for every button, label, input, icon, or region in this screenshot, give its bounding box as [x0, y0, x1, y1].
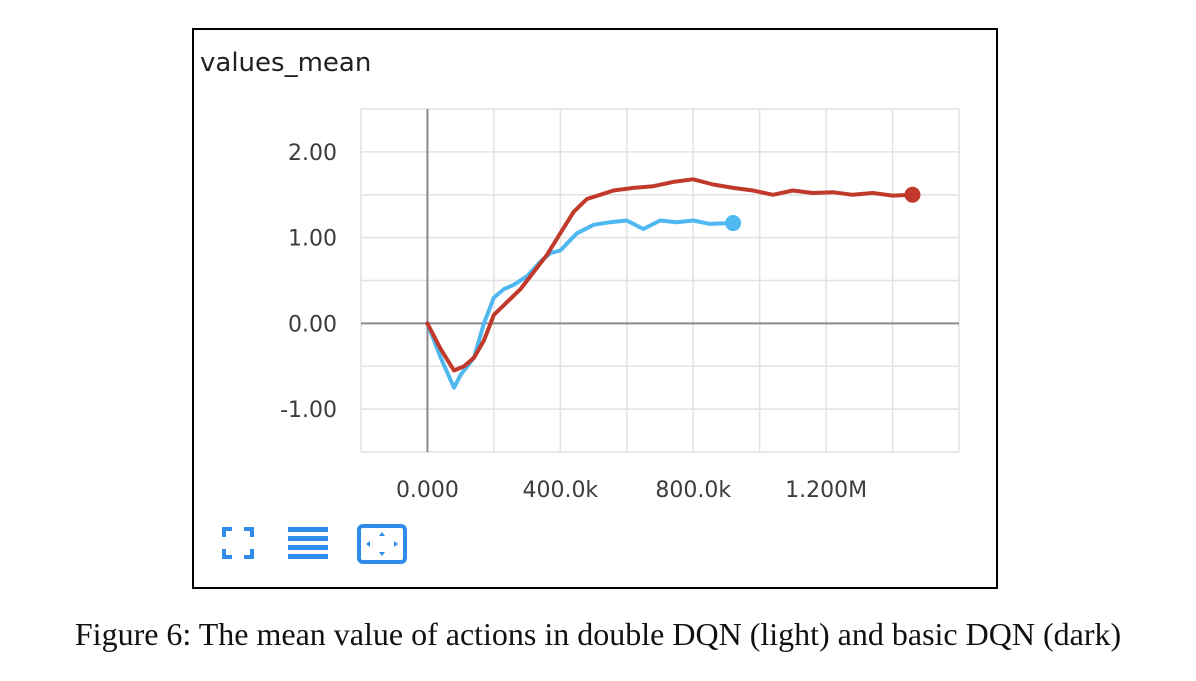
expand-icon[interactable] — [218, 523, 258, 563]
x-tick-label: 0.000 — [396, 478, 459, 503]
series-end-marker-0 — [725, 215, 742, 232]
chart-card: values_mean 2.00 1.00 0.00 -1.00 0.000 400.0k… — [192, 28, 998, 589]
y-tick-label: 1.00 — [288, 227, 337, 252]
x-tick-label: 1.200M — [785, 478, 867, 503]
x-tick-label: 800.0k — [655, 478, 731, 503]
series-end-marker-1 — [904, 186, 921, 203]
series-line-0 — [425, 218, 736, 390]
axis-layer — [361, 109, 959, 452]
figure-caption: Figure 6: The mean value of actions in d… — [74, 616, 1122, 652]
y-tick-label: 0.00 — [288, 312, 337, 337]
series-line-1 — [425, 177, 915, 373]
y-tick-label: -1.00 — [280, 398, 337, 423]
y-tick-label: 2.00 — [288, 141, 337, 166]
chart-toolbar — [218, 523, 418, 564]
grid-layer — [360, 108, 960, 453]
plot-area: 2.00 1.00 0.00 -1.00 0.000 400.0k 800.0k 1.200M — [280, 108, 960, 503]
x-tick-label: 400.0k — [522, 478, 598, 503]
tick-layer: 2.00 1.00 0.00 -1.00 0.000 400.0k 800.0k 1.200M — [280, 141, 867, 503]
list-icon[interactable] — [286, 523, 328, 563]
chart-title: values_mean — [200, 48, 372, 78]
series-layer — [425, 177, 921, 390]
fit-domain-icon[interactable] — [356, 523, 407, 564]
